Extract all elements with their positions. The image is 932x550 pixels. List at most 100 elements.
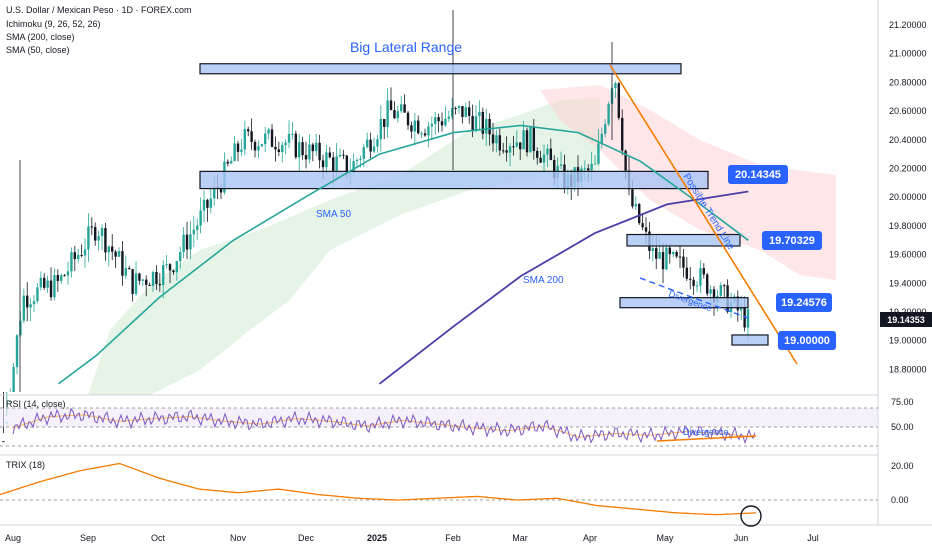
rsi-tick: 50.00 bbox=[891, 422, 914, 432]
candle bbox=[158, 273, 162, 292]
candle bbox=[617, 82, 621, 121]
candle bbox=[209, 189, 213, 214]
candle bbox=[202, 190, 206, 223]
sma50-line bbox=[58, 124, 749, 385]
level-value: 19.24576 bbox=[781, 297, 827, 309]
trix-axis: 20.00 0.00 bbox=[891, 461, 914, 505]
level-label-19-24576[interactable]: 19.24576 bbox=[776, 293, 832, 312]
candle bbox=[298, 133, 301, 172]
price-tick: 20.40000 bbox=[889, 135, 927, 145]
candle bbox=[104, 222, 107, 261]
candle bbox=[138, 272, 141, 285]
candle bbox=[379, 105, 383, 152]
candle bbox=[43, 273, 46, 290]
candle bbox=[488, 113, 491, 146]
indicator-sma50[interactable]: SMA (50, close) bbox=[6, 45, 70, 55]
level-label-20-14345[interactable]: 20.14345 bbox=[728, 165, 788, 184]
candle bbox=[515, 130, 519, 148]
candle bbox=[12, 362, 15, 392]
candle bbox=[614, 81, 617, 98]
candle bbox=[49, 267, 53, 301]
candle bbox=[274, 136, 277, 162]
indicator-ichimoku[interactable]: Ichimoku (9, 26, 52, 26) bbox=[6, 19, 101, 29]
candle bbox=[19, 311, 22, 338]
price-tick: 20.60000 bbox=[889, 106, 927, 116]
trix-pane-title[interactable]: TRIX (18) bbox=[6, 460, 46, 470]
candle bbox=[60, 273, 63, 285]
price-tick: 19.40000 bbox=[889, 278, 927, 288]
candle bbox=[699, 260, 702, 294]
candle bbox=[134, 261, 138, 296]
time-tick: Sep bbox=[80, 533, 96, 543]
candle bbox=[230, 156, 233, 164]
zone-rect[interactable] bbox=[731, 334, 769, 346]
level-value: 19.70329 bbox=[769, 235, 815, 247]
candle bbox=[97, 230, 100, 251]
candle bbox=[165, 255, 168, 269]
rsi-divergence-line bbox=[656, 435, 757, 442]
candle bbox=[53, 268, 56, 301]
possible-trend-line[interactable] bbox=[609, 64, 798, 365]
candle bbox=[369, 132, 372, 159]
candle bbox=[291, 122, 294, 140]
time-tick: Apr bbox=[583, 533, 597, 543]
candle bbox=[410, 121, 413, 139]
time-tick: Mar bbox=[512, 533, 528, 543]
candle bbox=[151, 270, 155, 292]
candle bbox=[9, 388, 12, 403]
candle bbox=[406, 110, 410, 130]
candle bbox=[342, 149, 345, 160]
zone-rect[interactable] bbox=[619, 297, 749, 309]
price-tick: 21.00000 bbox=[889, 49, 927, 59]
candle bbox=[502, 142, 505, 154]
candle bbox=[121, 240, 124, 286]
sma50-label: SMA 50 bbox=[316, 209, 351, 220]
price-tick: 18.80000 bbox=[889, 364, 927, 374]
rsi-divergence-label: Divergence bbox=[683, 427, 729, 437]
candle bbox=[253, 139, 257, 158]
candle bbox=[26, 282, 29, 322]
candle bbox=[559, 151, 563, 170]
level-label-19-70329[interactable]: 19.70329 bbox=[762, 231, 822, 250]
candle bbox=[549, 138, 553, 161]
candle bbox=[505, 136, 508, 162]
candle bbox=[403, 94, 406, 113]
candle bbox=[117, 247, 121, 258]
candle bbox=[257, 140, 260, 158]
candle bbox=[485, 109, 488, 147]
candle bbox=[706, 272, 709, 297]
candle bbox=[457, 105, 461, 114]
candle bbox=[376, 134, 379, 153]
candle bbox=[185, 221, 189, 259]
candle bbox=[315, 134, 318, 156]
candle bbox=[393, 101, 396, 120]
indicator-sma200[interactable]: SMA (200, close) bbox=[6, 32, 75, 42]
candle bbox=[440, 112, 444, 132]
level-label-19-00000[interactable]: 19.00000 bbox=[778, 331, 836, 350]
candle bbox=[464, 102, 468, 118]
candle bbox=[665, 243, 668, 271]
candle bbox=[400, 95, 403, 114]
candle bbox=[471, 104, 474, 138]
candle bbox=[294, 130, 298, 160]
time-tick: May bbox=[656, 533, 674, 543]
candle bbox=[423, 128, 427, 137]
candle bbox=[80, 244, 83, 258]
candle bbox=[685, 257, 689, 282]
zone-rect[interactable] bbox=[626, 233, 741, 247]
time-tick: Feb bbox=[445, 533, 461, 543]
candle bbox=[270, 123, 274, 148]
candle bbox=[427, 121, 430, 148]
candle bbox=[250, 118, 253, 151]
candle bbox=[107, 245, 111, 267]
candle bbox=[240, 138, 243, 157]
zone-rect[interactable] bbox=[199, 170, 709, 190]
time-tick: Oct bbox=[151, 533, 166, 543]
rsi-pane-title[interactable]: RSI (14, close) bbox=[6, 399, 66, 409]
candle bbox=[36, 283, 39, 304]
zone-rect[interactable] bbox=[199, 63, 682, 75]
candle bbox=[264, 127, 267, 153]
candle bbox=[512, 135, 515, 156]
candle bbox=[638, 203, 641, 225]
